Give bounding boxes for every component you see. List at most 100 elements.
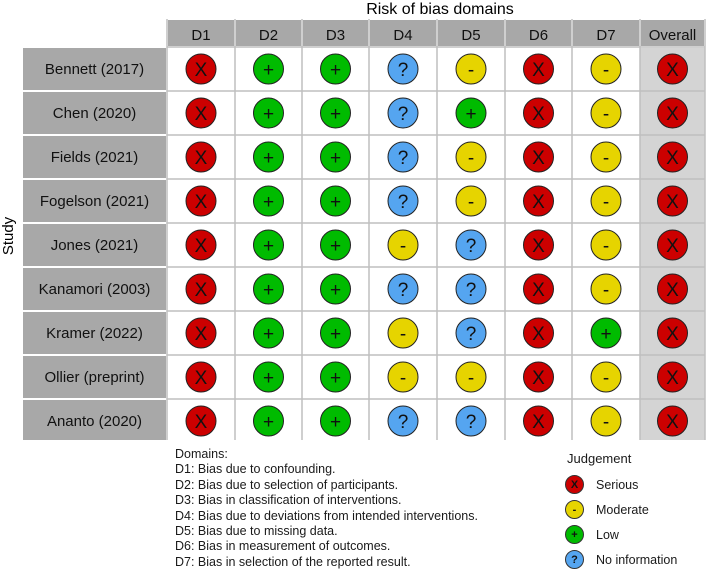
judgement-symbol: + <box>330 280 341 301</box>
judgement-low-marker <box>455 97 487 129</box>
judgement-symbol: X <box>532 280 545 301</box>
judgement-symbol: X <box>666 236 679 257</box>
judgement-symbol: + <box>330 192 341 213</box>
study-label: Bennett (2017) <box>45 61 144 78</box>
chart-title: Risk of bias domains <box>366 1 514 18</box>
judgement-serious-marker <box>185 185 217 217</box>
judgement-symbol: X <box>532 104 545 125</box>
judgement-low-marker <box>253 185 284 217</box>
judgement-serious-marker <box>657 361 688 393</box>
judgement-symbol: - <box>603 280 609 301</box>
judgement-symbol: X <box>195 104 208 125</box>
domain-description-d5: D5: Bias due to missing data. <box>175 524 338 539</box>
judgement-symbol: + <box>600 324 611 345</box>
judgement-symbol: + <box>263 280 274 301</box>
judgement-symbol: + <box>330 324 341 345</box>
judgement-symbol: ? <box>398 148 409 169</box>
judgement-symbol: X <box>532 148 545 169</box>
domain-description-d2: D2: Bias due to selection of participant… <box>175 477 399 492</box>
no-information-question-icon: ? <box>565 550 584 569</box>
judgement-symbol: + <box>330 104 341 125</box>
judgement-low-marker <box>253 405 284 437</box>
judgement-symbol: - <box>603 60 609 81</box>
judgement-symbol: X <box>666 148 679 169</box>
judgement-serious-marker <box>657 185 688 217</box>
column-header-d1: D1 <box>191 27 210 44</box>
study-label: Kanamori (2003) <box>39 281 151 298</box>
judgement-low-marker <box>253 229 284 261</box>
legend-label: Low <box>596 527 619 542</box>
judgement-symbol: X <box>666 104 679 125</box>
study-label-cell <box>21 266 168 312</box>
judgement-low-marker <box>253 273 284 305</box>
judgement-symbol: X <box>666 324 679 345</box>
judgement-no-information-marker <box>387 405 419 437</box>
judgement-symbol: X <box>532 60 545 81</box>
domains-legend: Domains: D1: Bias due to confounding. D2… <box>175 447 478 570</box>
judgement-symbol: + <box>263 60 274 81</box>
judgement-moderate-marker <box>455 185 487 217</box>
judgement-symbol: - <box>400 368 406 389</box>
judgement-symbol: + <box>330 412 341 433</box>
judgement-symbol: X <box>666 412 679 433</box>
judgement-symbol: - <box>400 236 406 257</box>
study-label: Fields (2021) <box>51 149 139 166</box>
judgement-symbol: + <box>330 236 341 257</box>
study-label: Kramer (2022) <box>46 325 143 342</box>
judgement-symbol: X <box>532 368 545 389</box>
judgement-serious-marker <box>523 405 554 437</box>
judgement-symbol: X <box>666 280 679 301</box>
judgement-symbol: X <box>195 192 208 213</box>
judgement-low-marker <box>590 317 622 349</box>
judgement-legend: X Serious - Moderate + Low ? No informat… <box>565 472 705 572</box>
judgement-low-marker <box>320 229 351 261</box>
judgement-serious-marker <box>657 273 688 305</box>
judgement-serious-marker <box>185 273 217 305</box>
column-header-d3: D3 <box>326 27 345 44</box>
study-label-cell <box>21 46 168 92</box>
study-label-cell <box>21 310 168 356</box>
judgement-symbol: + <box>330 148 341 169</box>
judgement-moderate-marker <box>590 97 622 129</box>
judgement-symbol: X <box>195 324 208 345</box>
y-axis-label: Study <box>0 216 17 255</box>
legend-item-low: + Low <box>565 522 705 547</box>
judgement-moderate-marker <box>590 53 622 85</box>
judgement-serious-marker <box>185 229 217 261</box>
judgement-moderate-marker <box>387 317 419 349</box>
judgement-serious-marker <box>523 361 554 393</box>
judgement-legend-title: Judgement <box>567 451 632 466</box>
judgement-low-marker <box>320 97 351 129</box>
judgement-symbol: + <box>263 104 274 125</box>
judgement-moderate-marker <box>590 405 622 437</box>
judgement-symbol: X <box>195 280 208 301</box>
judgement-low-marker <box>253 317 284 349</box>
judgement-moderate-marker <box>590 361 622 393</box>
low-plus-icon: + <box>565 525 584 544</box>
judgement-symbol: X <box>195 412 208 433</box>
column-header-d6: D6 <box>529 27 548 44</box>
column-header-d7: D7 <box>596 27 615 44</box>
study-label: Chen (2020) <box>53 105 136 122</box>
judgement-low-marker <box>320 141 351 173</box>
judgement-low-marker <box>320 361 351 393</box>
judgement-symbol: ? <box>398 104 409 125</box>
study-label-cell <box>21 398 168 440</box>
risk-of-bias-chart: Risk of bias domains Study D1 D2 D3 D4 D5 D6 D… <box>0 1 706 440</box>
judgement-moderate-marker <box>590 185 622 217</box>
judgement-symbol: + <box>263 148 274 169</box>
judgement-symbol: - <box>468 60 474 81</box>
domains-heading: Domains: <box>175 447 228 461</box>
judgement-symbol: ? <box>466 324 477 345</box>
judgement-serious-marker <box>523 317 554 349</box>
judgement-no-information-marker <box>387 141 419 173</box>
judgement-symbol: + <box>330 60 341 81</box>
judgement-serious-marker <box>185 405 217 437</box>
legend-label: No information <box>596 552 678 567</box>
judgement-symbol: ? <box>398 192 409 213</box>
judgement-symbol: X <box>666 368 679 389</box>
judgement-no-information-marker <box>455 405 487 437</box>
judgement-serious-marker <box>523 141 554 173</box>
judgement-serious-marker <box>657 317 688 349</box>
judgement-low-marker <box>320 405 351 437</box>
